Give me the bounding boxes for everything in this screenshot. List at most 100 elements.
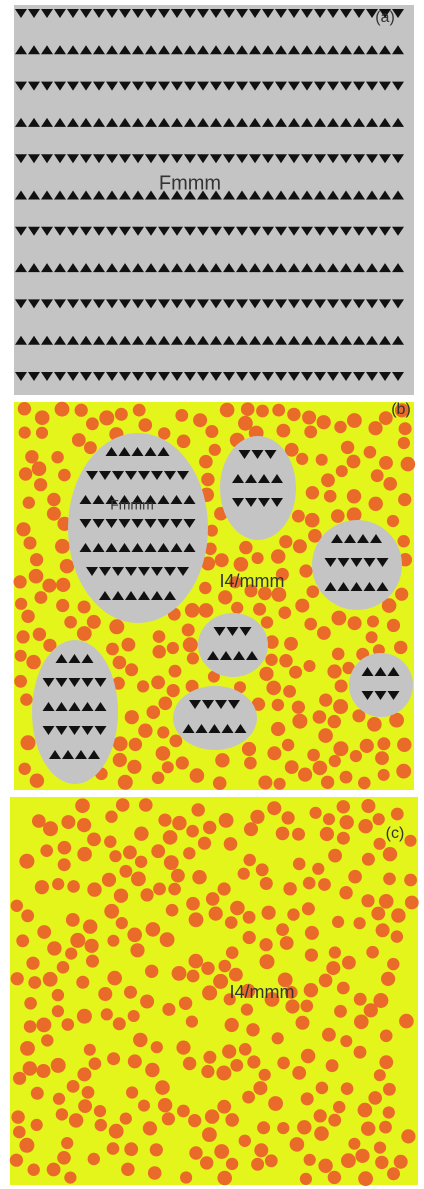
triangle <box>68 654 81 663</box>
triangle <box>81 702 94 711</box>
particle <box>51 451 64 464</box>
particle <box>323 489 337 503</box>
triangle <box>210 154 222 164</box>
triangle <box>119 190 131 200</box>
particle <box>21 909 35 923</box>
particle <box>182 637 198 653</box>
triangle <box>28 9 40 18</box>
particle <box>246 1023 260 1037</box>
triangle <box>80 45 92 55</box>
triangle <box>327 226 339 236</box>
particle <box>134 826 149 841</box>
particle <box>243 853 256 867</box>
particle <box>368 1091 383 1105</box>
particle <box>30 1086 44 1100</box>
triangle <box>79 519 92 528</box>
triangle <box>366 372 378 381</box>
triangle <box>119 226 131 236</box>
triangle <box>210 81 222 91</box>
triangle <box>28 335 40 345</box>
triangle <box>197 45 209 55</box>
triangle <box>177 471 189 480</box>
particle <box>287 908 300 921</box>
particle <box>353 992 367 1006</box>
particle <box>312 710 327 724</box>
particle <box>26 654 41 670</box>
particle <box>126 1086 139 1099</box>
particle <box>41 1034 54 1047</box>
triangle <box>80 226 92 236</box>
domain <box>198 613 268 677</box>
triangle <box>275 117 287 127</box>
particle <box>186 896 200 911</box>
triangle <box>75 750 87 759</box>
particle <box>112 736 128 752</box>
particle <box>13 575 27 589</box>
triangle <box>94 726 107 735</box>
particle <box>22 496 35 509</box>
triangle <box>392 45 404 55</box>
particle <box>242 1090 256 1104</box>
triangle <box>106 9 118 18</box>
triangle <box>340 190 352 200</box>
particle <box>281 738 295 752</box>
particle <box>395 587 409 601</box>
triangle <box>54 190 66 200</box>
triangle <box>54 372 66 381</box>
triangle <box>340 9 352 18</box>
triangle <box>184 263 196 273</box>
particle <box>34 880 50 895</box>
particle <box>339 886 353 900</box>
triangle <box>49 750 61 759</box>
particle <box>203 1050 217 1064</box>
triangle <box>184 335 196 345</box>
particle <box>204 542 217 556</box>
triangle <box>301 190 313 200</box>
particle <box>222 1044 237 1059</box>
particle <box>271 698 285 712</box>
particle <box>76 626 92 641</box>
triangle <box>151 591 163 600</box>
particle <box>214 553 229 568</box>
particle <box>358 776 371 790</box>
triangle <box>314 45 326 55</box>
particle <box>10 972 24 986</box>
triangle <box>80 117 92 127</box>
particle <box>205 892 220 906</box>
triangle <box>379 45 391 55</box>
particle <box>109 619 125 635</box>
triangle <box>379 154 391 164</box>
particle <box>229 967 243 982</box>
particle <box>238 1134 251 1148</box>
particle <box>259 938 273 952</box>
triangle <box>340 45 352 55</box>
particle <box>292 1066 307 1080</box>
particle <box>86 954 99 968</box>
triangle <box>366 190 378 200</box>
particle <box>86 417 99 431</box>
triangle <box>105 519 118 528</box>
particle <box>305 486 320 500</box>
triangle <box>249 263 261 273</box>
triangle <box>301 299 313 309</box>
particle <box>74 403 88 417</box>
particle <box>55 1108 69 1121</box>
particle <box>212 776 227 790</box>
particle <box>393 1154 408 1169</box>
triangle <box>28 263 40 273</box>
particle <box>207 670 220 683</box>
triangle <box>41 372 53 381</box>
triangle <box>197 81 209 91</box>
particle <box>22 1061 37 1076</box>
triangle <box>119 335 131 345</box>
particle <box>56 961 70 974</box>
triangle <box>236 335 248 345</box>
triangle <box>344 534 356 543</box>
triangle <box>288 226 300 236</box>
particle <box>88 1057 102 1070</box>
triangle <box>93 45 105 55</box>
particle <box>318 728 333 743</box>
triangle <box>223 372 235 381</box>
triangle <box>171 45 183 55</box>
particle <box>217 882 231 896</box>
